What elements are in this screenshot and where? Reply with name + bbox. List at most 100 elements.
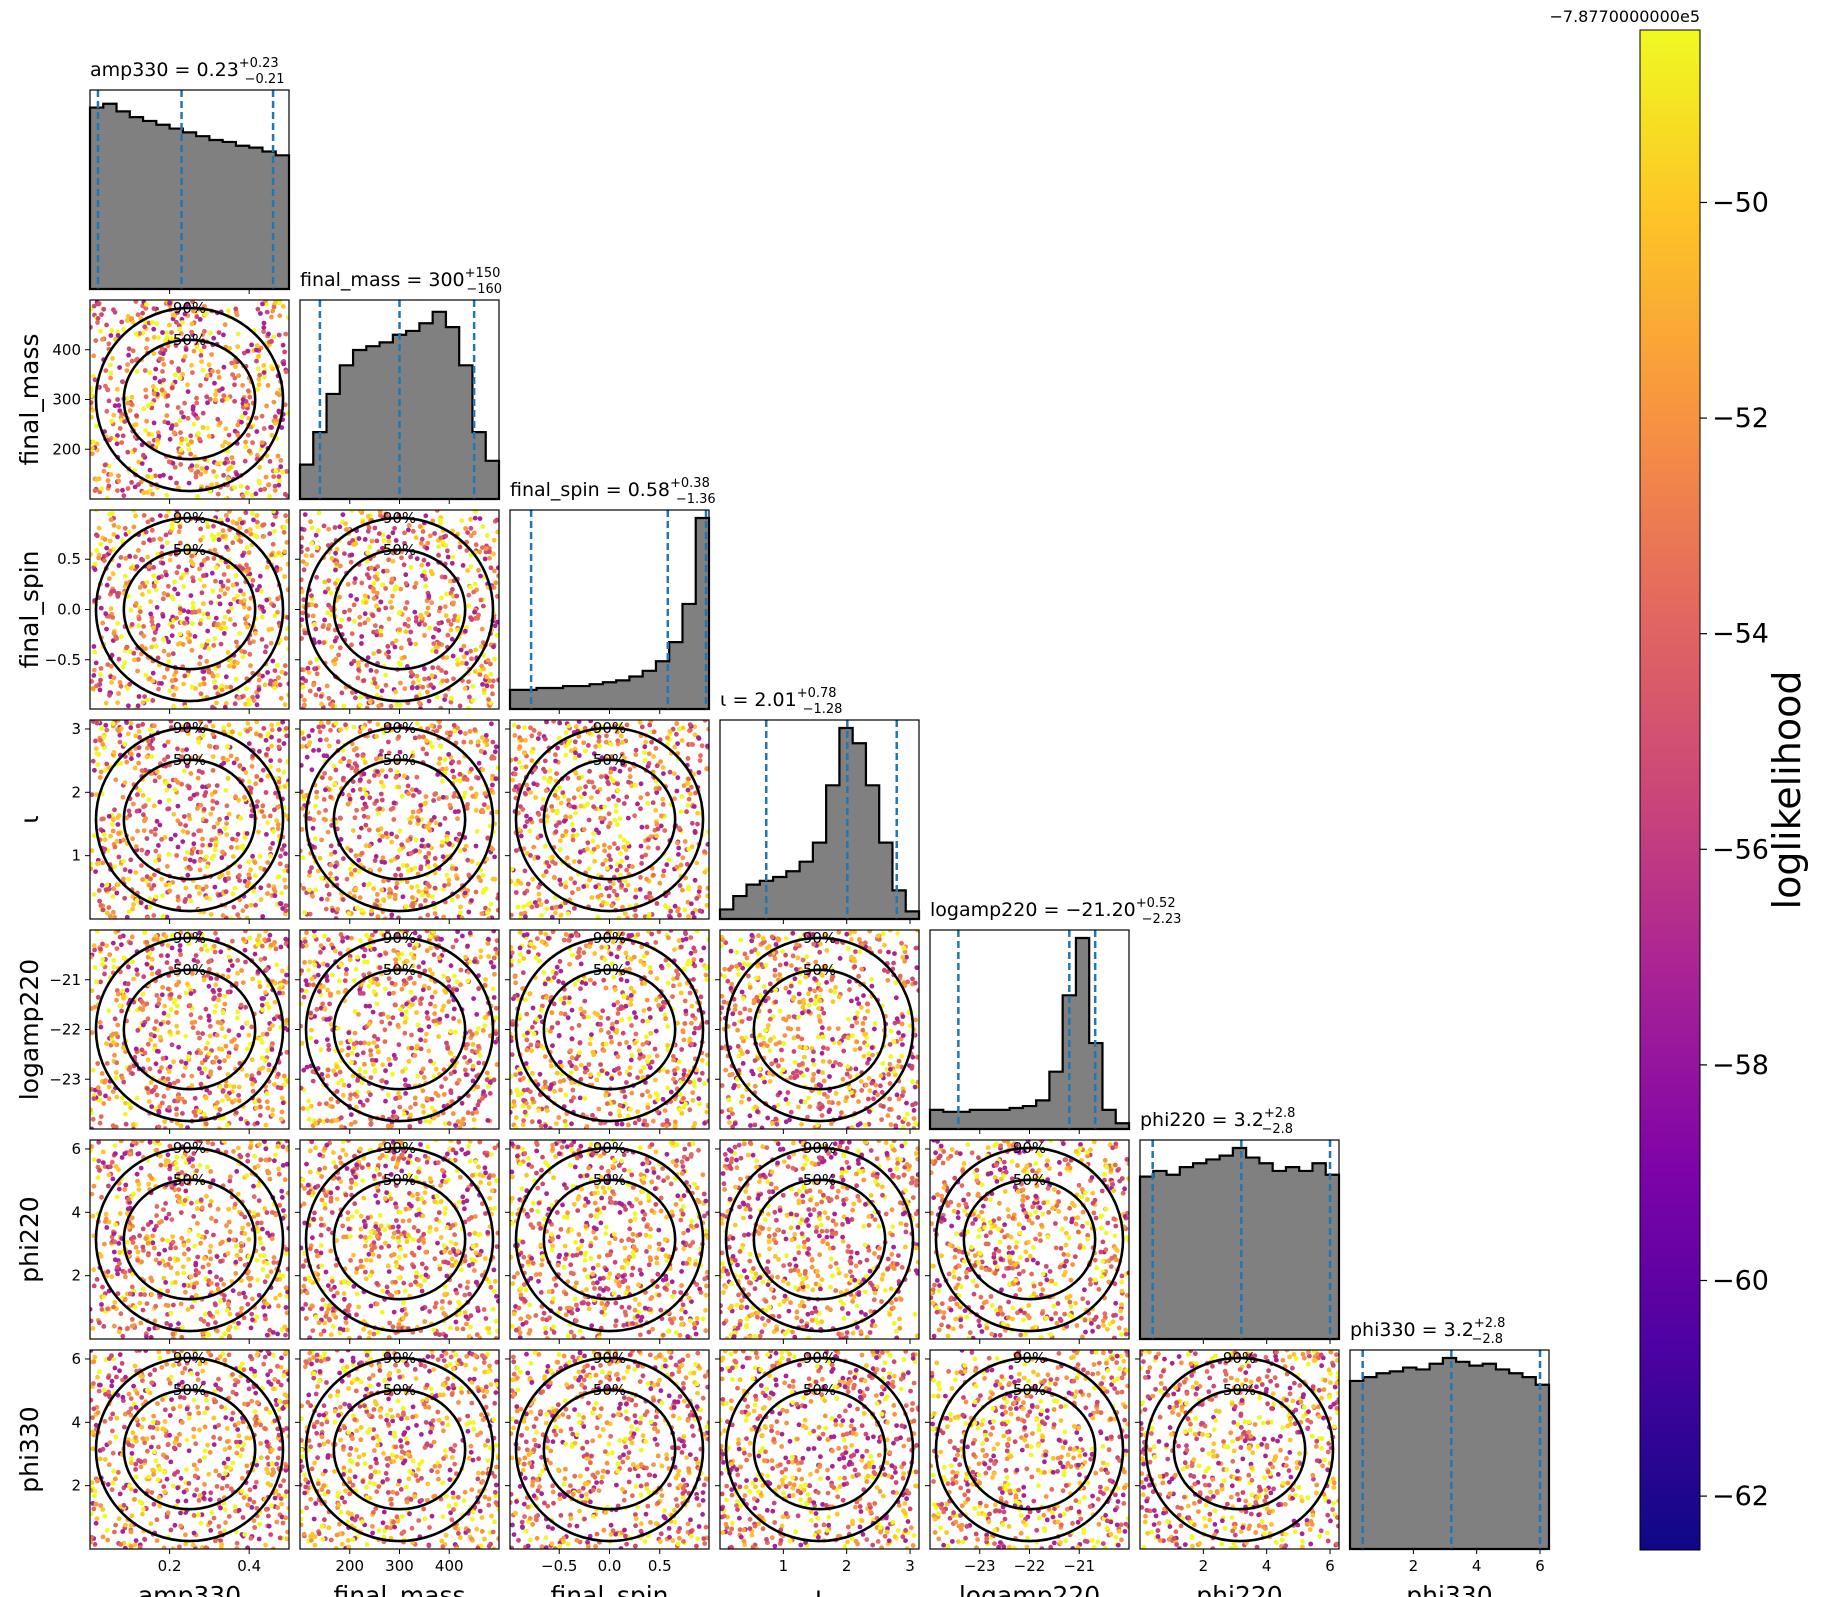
scatter-point xyxy=(90,306,94,312)
x-axis-label-final_mass: final_mass xyxy=(333,1581,465,1597)
scatter-point xyxy=(149,886,154,892)
scatter-point xyxy=(143,428,149,433)
scatter-point xyxy=(356,660,361,666)
scatter-point xyxy=(645,791,650,797)
scatter-point xyxy=(235,1015,240,1021)
scatter-point xyxy=(125,686,130,691)
scatter-point xyxy=(231,596,237,602)
scatter-point xyxy=(231,1084,237,1090)
scatter-point xyxy=(115,991,121,997)
scatter-point xyxy=(270,1107,276,1113)
scatter-point xyxy=(164,780,169,785)
scatter-point xyxy=(375,564,380,569)
scatter-point xyxy=(368,668,374,673)
scatter-point xyxy=(148,829,154,834)
scatter-point xyxy=(125,486,131,491)
scatter-point xyxy=(302,630,308,636)
scatter-point xyxy=(351,542,357,547)
scatter-point xyxy=(207,958,213,964)
scatter-point xyxy=(109,589,115,594)
contour-90 xyxy=(304,516,495,703)
contour-label-50: 50% xyxy=(593,751,626,769)
scatter-point xyxy=(285,615,289,620)
scatter-point xyxy=(107,538,113,544)
scatter-point xyxy=(222,1034,228,1039)
scatter-point xyxy=(183,1065,188,1070)
scatter-point xyxy=(426,864,431,870)
scatter-point xyxy=(232,885,238,891)
scatter-point xyxy=(111,412,117,418)
scatter-point xyxy=(260,1007,266,1013)
scatter-point xyxy=(178,1123,184,1129)
scatter-point xyxy=(581,827,587,832)
scatter-point xyxy=(244,545,250,550)
scatter-point xyxy=(378,599,384,605)
scatter-point xyxy=(283,726,289,731)
scatter-point xyxy=(233,837,239,843)
scatter-point xyxy=(706,829,709,835)
scatter-point xyxy=(572,880,578,886)
scatter-point xyxy=(354,905,360,911)
scatter-point xyxy=(490,739,496,745)
scatter-point xyxy=(464,548,470,553)
y-axis-label-final_mass: final_mass xyxy=(15,333,44,465)
scatter-point xyxy=(422,633,427,638)
scatter-point xyxy=(212,1009,218,1015)
scatter-point xyxy=(445,548,450,554)
scatter-point xyxy=(176,961,182,966)
scatter-point xyxy=(139,1047,145,1053)
contour-50 xyxy=(122,548,257,671)
scatter-point xyxy=(491,537,497,543)
scatter-point xyxy=(204,948,210,953)
scatter-point xyxy=(248,527,253,533)
scatter-point xyxy=(235,422,241,428)
scatter-point xyxy=(403,572,409,578)
scatter-point xyxy=(404,879,410,885)
scatter-point xyxy=(280,990,286,996)
scatter-point xyxy=(267,459,273,464)
scatter-point xyxy=(109,821,115,827)
scatter-point xyxy=(494,517,499,523)
scatter-point xyxy=(147,1066,153,1072)
scatter-point xyxy=(209,482,215,488)
scatter-point xyxy=(140,330,146,336)
scatter-point xyxy=(369,538,375,544)
scatter-point xyxy=(145,1041,151,1047)
scatter-point xyxy=(449,897,455,903)
scatter-point xyxy=(96,860,101,866)
scatter-point xyxy=(371,586,376,592)
scatter-point xyxy=(544,720,549,725)
scatter-point xyxy=(155,937,161,943)
scatter-point xyxy=(136,548,141,553)
scatter-point xyxy=(357,622,363,627)
scatter-point xyxy=(125,981,131,987)
scatter-point xyxy=(488,700,494,706)
scatter-point xyxy=(310,825,316,831)
scatter-point xyxy=(104,727,110,733)
scatter-point xyxy=(461,739,467,745)
scatter-point xyxy=(205,611,211,617)
scatter-point xyxy=(341,775,346,781)
scatter-point xyxy=(114,1060,120,1066)
scatter-point xyxy=(103,1093,108,1099)
scatter-point xyxy=(105,387,111,393)
scatter-point xyxy=(561,793,567,799)
scatter-point xyxy=(134,564,140,569)
scatter-point xyxy=(151,306,157,311)
scatter-point xyxy=(285,561,289,567)
scatter-point xyxy=(90,1067,96,1073)
scatter-point xyxy=(127,812,133,818)
scatter-point xyxy=(555,808,560,814)
scatter-point xyxy=(168,336,174,341)
scatter-point xyxy=(644,824,650,830)
scatter-point xyxy=(284,863,289,869)
scatter-point xyxy=(604,775,610,780)
scatter-point xyxy=(674,788,680,794)
scatter-point xyxy=(595,894,601,900)
scatter-point xyxy=(473,647,479,653)
scatter-point xyxy=(144,961,150,967)
scatter-point xyxy=(608,775,613,781)
scatter-point xyxy=(253,781,259,787)
scatter-point xyxy=(146,882,152,888)
scatter-point xyxy=(495,765,499,771)
